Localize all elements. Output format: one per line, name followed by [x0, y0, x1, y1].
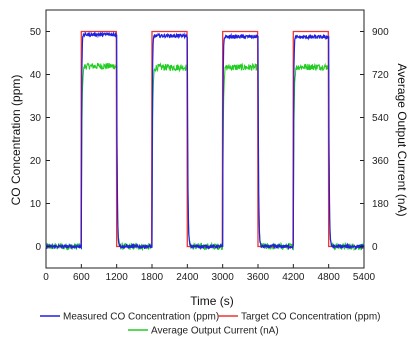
- x-tick-label: 1200: [106, 272, 129, 283]
- x-tick-label: 4200: [282, 272, 305, 283]
- series-current-line: [45, 62, 365, 252]
- x-tick-label: 600: [73, 272, 90, 283]
- plot-border: [45, 9, 365, 269]
- x-axis-title: Time (s): [190, 294, 234, 308]
- x-tick-label: 3600: [247, 272, 270, 283]
- x-tick-label: 1800: [141, 272, 164, 283]
- x-tick-label: 0: [43, 272, 49, 283]
- y2-tick-label: 360: [372, 156, 389, 167]
- y-tick-label: 50: [30, 27, 42, 38]
- x-tick-label: 2400: [176, 272, 199, 283]
- tick-layer: 0 600 1200 1800 2400 3000 3600 4200 4800 54000102…: [30, 27, 389, 283]
- x-tick-label: 3000: [212, 272, 235, 283]
- y-tick-label: 0: [35, 242, 41, 253]
- x-tick-label: 5400: [353, 272, 376, 283]
- series-layer: [45, 30, 365, 252]
- y2-tick-label: 180: [372, 199, 389, 210]
- y-axis-title: CO Concentration (ppm): [9, 75, 23, 206]
- y-tick-label: 20: [30, 156, 42, 167]
- y-tick-label: 30: [30, 113, 42, 124]
- y2-axis-title: Average Output Current (nA): [395, 63, 408, 216]
- y2-tick-label: 0: [372, 242, 378, 253]
- series-measured-line: [45, 31, 365, 251]
- y2-tick-label: 540: [372, 113, 389, 124]
- plot-frame: [45, 9, 365, 269]
- x-tick-label: 4800: [318, 272, 341, 283]
- y-tick-label: 10: [30, 199, 42, 210]
- legend-current-label: Average Output Current (nA): [151, 326, 279, 337]
- y2-tick-label: 720: [372, 70, 389, 81]
- series-target-line: [46, 30, 364, 248]
- y2-tick-label: 900: [372, 27, 389, 38]
- legend-measured-label: Measured CO Concentration (ppm): [63, 312, 219, 323]
- legend-target-label: Target CO Concentration (ppm): [241, 312, 381, 323]
- y-tick-label: 40: [30, 70, 42, 81]
- legend: Measured CO Concentration (ppm) Target C…: [40, 312, 381, 337]
